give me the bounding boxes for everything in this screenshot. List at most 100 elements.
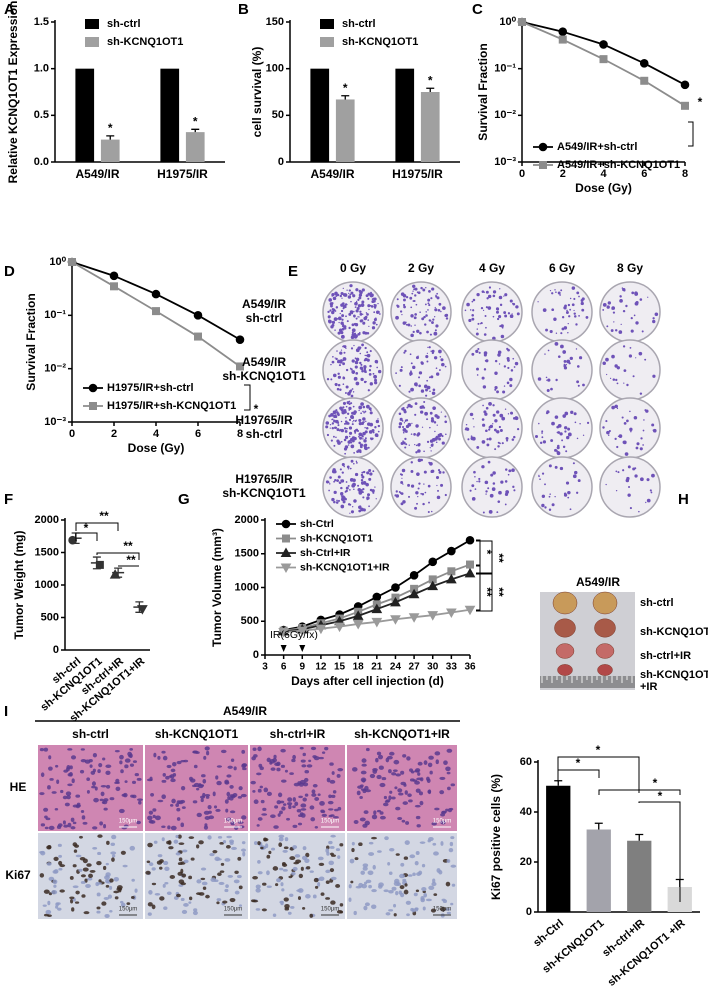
nucleus [229,784,234,789]
colony [414,382,418,387]
colony [428,501,430,504]
nucleus [364,902,370,907]
nucleus [250,899,256,903]
colony [363,412,365,414]
legend-label: sh-ctrl [342,18,376,30]
colony [485,326,487,329]
colony [639,447,643,451]
nucleus [151,882,157,886]
colony [395,315,399,320]
nucleus [219,842,224,845]
nucleus [363,810,369,815]
scale-label: 150μm [224,907,242,913]
nucleus [177,862,183,866]
nucleus [281,888,285,892]
nucleus [362,823,368,828]
nucleus [204,823,208,827]
y-tick-label: 1.0 [34,63,49,75]
nucleus [238,786,243,791]
colony [419,311,421,313]
nucleus [311,793,317,797]
legend-label: sh-KCNQ1OT1 [342,36,418,48]
colony [344,452,347,455]
nucleus [175,803,180,807]
nucleus [274,805,279,809]
nucleus [159,866,163,870]
nucleus [129,845,136,851]
nucleus [96,892,101,897]
colony [333,419,336,423]
nucleus [67,822,72,828]
nucleus [72,885,79,889]
bracket [638,801,681,902]
nucleus [397,816,403,821]
nucleus [98,763,103,768]
colony [426,352,429,354]
colony [511,313,513,315]
colony [554,448,557,452]
colony [353,499,357,503]
marker [391,583,400,592]
marker [278,628,289,638]
colony [575,323,578,326]
nucleus [314,885,319,889]
nucleus [312,783,318,788]
nucleus [325,880,330,885]
colony [328,298,332,302]
colony [435,476,440,480]
nucleus [224,799,229,804]
nucleus [137,798,143,802]
colony [434,306,436,309]
nucleus [404,790,408,795]
colony [417,449,421,453]
nucleus [397,788,403,793]
colony [488,428,491,431]
colony [605,357,609,362]
nucleus [414,907,419,911]
marker [680,80,690,90]
colony [410,370,412,373]
colony [367,292,371,296]
colony [549,493,551,495]
legend-label: sh-Ctrl+IR [300,547,351,559]
nucleus [304,858,310,864]
colony [616,407,619,410]
colony [509,314,514,319]
nucleus [203,810,210,815]
colony [623,382,625,384]
nucleus [302,752,306,757]
colony [551,503,555,507]
colony [609,377,612,380]
colony [359,450,362,454]
colony [578,314,580,317]
nucleus [351,847,355,853]
colony [400,366,403,369]
colony [512,485,515,488]
nucleus [200,877,206,881]
nucleus [281,779,287,783]
colony [417,458,422,463]
colony [560,289,563,292]
colony [352,421,354,423]
colony [360,473,364,477]
nucleus [440,906,446,912]
nucleus [431,822,437,826]
nucleus [53,856,59,861]
colony [602,426,605,429]
nucleus [81,815,86,820]
nucleus [204,746,210,751]
colony [343,427,347,430]
colony [352,405,355,408]
column-label: 8 Gy [617,261,643,275]
nucleus [297,822,303,826]
row-label: sh-KCNQ1OT1 [222,369,306,383]
colony [632,467,636,471]
nucleus [103,798,109,802]
colony [372,470,375,473]
colony [358,432,363,437]
colony [336,387,340,391]
colony [548,508,552,511]
y-tick-label: 1000 [235,581,259,593]
colony [555,332,558,334]
nucleus [311,789,316,794]
